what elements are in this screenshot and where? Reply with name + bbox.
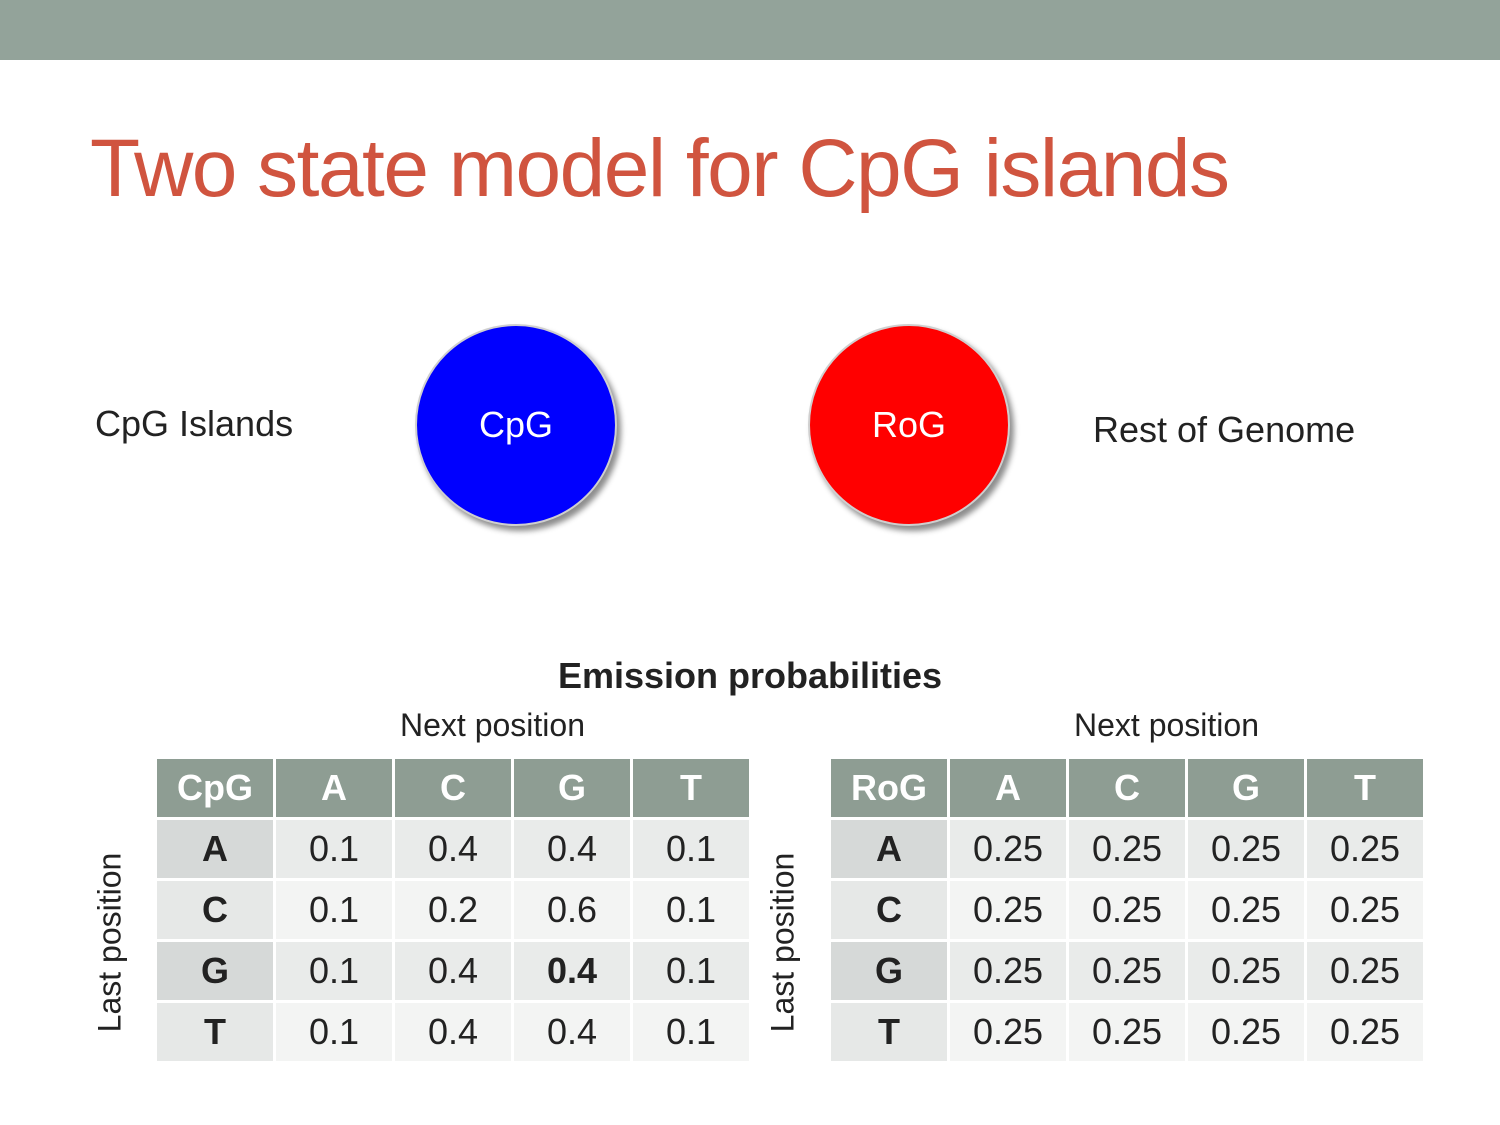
emission-table: CpG A C G T A 0.1 0.4 0.4 0.1 C 0.1 0.2 0.6 0.1 G 0.1 0.4… (154, 756, 752, 1064)
row-header-cell: A (154, 817, 276, 881)
row-header-cell: A (828, 817, 950, 881)
probability-cell: 0.1 (630, 817, 752, 881)
header-row: CpG A C G T (154, 756, 752, 820)
probability-cell: 0.1 (630, 1000, 752, 1064)
probability-cell: 0.1 (273, 939, 395, 1003)
probability-cell: 0.4 (511, 1000, 633, 1064)
column-label: Next position (1074, 707, 1259, 743)
row-header-cell: C (154, 878, 276, 942)
probability-cell: 0.25 (1066, 878, 1188, 942)
section-title: Emission probabilities (557, 655, 943, 696)
row-header-cell: G (828, 939, 950, 1003)
header-cell: C (1066, 756, 1188, 820)
probability-cell: 0.1 (273, 1000, 395, 1064)
row-header-cell: C (828, 878, 950, 942)
probability-cell: 0.25 (947, 1000, 1069, 1064)
probability-cell: 0.4 (392, 817, 514, 881)
probability-cell: 0.4 (511, 817, 633, 881)
probability-cell: 0.25 (1304, 817, 1426, 881)
row-label: Last position (764, 852, 801, 1033)
slide-title: Two state model for CpG islands (90, 123, 1230, 214)
probability-cell: 0.25 (947, 878, 1069, 942)
probability-cell: 0.25 (1066, 1000, 1188, 1064)
table-row: G 0.25 0.25 0.25 0.25 (828, 939, 1426, 1003)
table-body: A 0.25 0.25 0.25 0.25 C 0.25 0.25 0.25 0.25 G 0.25 0… (828, 817, 1426, 1064)
probability-cell: 0.4 (392, 1000, 514, 1064)
header-row: RoG A C G T (828, 756, 1426, 820)
row-header-cell: T (154, 1000, 276, 1064)
probability-cell: 0.6 (511, 878, 633, 942)
header-cell: RoG (828, 756, 950, 820)
probability-cell: 0.4 (511, 939, 633, 1003)
row-label: Last position (91, 852, 128, 1033)
header-cell: T (1304, 756, 1426, 820)
state-description: Rest of Genome (1093, 409, 1356, 450)
probability-cell: 0.25 (1066, 939, 1188, 1003)
table-row: T 0.25 0.25 0.25 0.25 (828, 1000, 1426, 1064)
header-cell: G (1185, 756, 1307, 820)
column-label: Next position (400, 707, 585, 743)
table-row: A 0.25 0.25 0.25 0.25 (828, 817, 1426, 881)
probability-cell: 0.1 (273, 878, 395, 942)
probability-cell: 0.25 (1304, 878, 1426, 942)
probability-cell: 0.1 (630, 939, 752, 1003)
header-cell: CpG (154, 756, 276, 820)
probability-cell: 0.1 (630, 878, 752, 942)
probability-cell: 0.4 (392, 939, 514, 1003)
state-node: RoG (808, 324, 1010, 526)
header-cell: A (273, 756, 395, 820)
table-row: G 0.1 0.4 0.4 0.1 (154, 939, 752, 1003)
state-node: CpG (415, 324, 617, 526)
probability-cell: 0.2 (392, 878, 514, 942)
header-cell: C (392, 756, 514, 820)
row-header-cell: G (154, 939, 276, 1003)
table-row: A 0.1 0.4 0.4 0.1 (154, 817, 752, 881)
row-header-cell: T (828, 1000, 950, 1064)
table-head: CpG A C G T (154, 756, 752, 820)
header-cell: G (511, 756, 633, 820)
probability-cell: 0.25 (1185, 878, 1307, 942)
header-cell: A (947, 756, 1069, 820)
header-cell: T (630, 756, 752, 820)
probability-cell: 0.25 (1185, 1000, 1307, 1064)
probability-cell: 0.25 (947, 939, 1069, 1003)
table-head: RoG A C G T (828, 756, 1426, 820)
probability-cell: 0.1 (273, 817, 395, 881)
emission-table: RoG A C G T A 0.25 0.25 0.25 0.25 C 0.25 0.25 0.25 0.2… (828, 756, 1426, 1064)
table-row: T 0.1 0.4 0.4 0.1 (154, 1000, 752, 1064)
state-description: CpG Islands (95, 403, 294, 444)
top-bar (0, 0, 1500, 60)
probability-cell: 0.25 (1066, 817, 1188, 881)
probability-cell: 0.25 (1185, 939, 1307, 1003)
table-row: C 0.25 0.25 0.25 0.25 (828, 878, 1426, 942)
table-row: C 0.1 0.2 0.6 0.1 (154, 878, 752, 942)
probability-cell: 0.25 (1304, 1000, 1426, 1064)
table-body: A 0.1 0.4 0.4 0.1 C 0.1 0.2 0.6 0.1 G 0.1 0.4 0.4 0.1 T… (154, 817, 752, 1064)
probability-cell: 0.25 (947, 817, 1069, 881)
probability-cell: 0.25 (1185, 817, 1307, 881)
probability-cell: 0.25 (1304, 939, 1426, 1003)
